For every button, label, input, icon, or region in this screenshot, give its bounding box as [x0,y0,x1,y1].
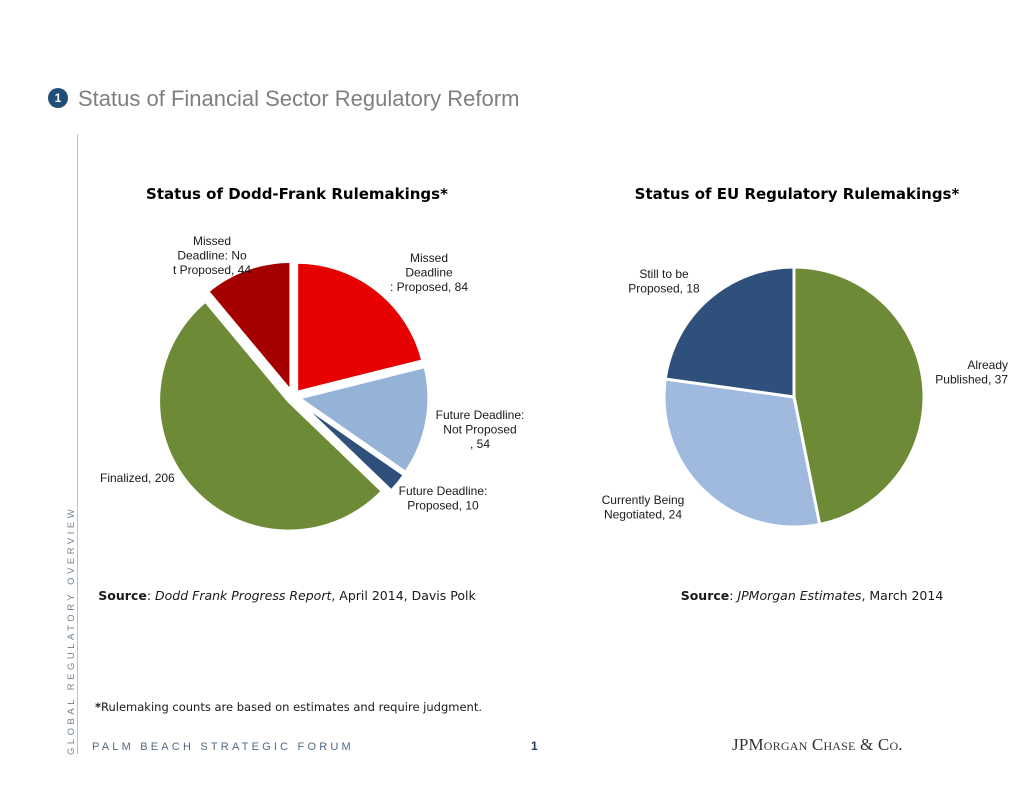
slice-label-line: Future Deadline: [399,484,488,498]
slice-label-line: Future Deadline: [436,408,525,422]
vertical-divider [77,134,78,754]
section-number-badge: 1 [48,88,68,108]
slice-label-line: Proposed, 18 [628,282,700,296]
slice-label-line: : Proposed, 84 [390,280,468,294]
slice-label-line: Proposed, 10 [407,499,479,513]
jpmorgan-logo: JPMorgan Chase & Co. [732,735,903,754]
page-title: Status of Financial Sector Regulatory Re… [78,86,520,111]
footer-forum-name: PALM BEACH STRATEGIC FORUM [92,741,354,753]
footnote: *Rulemaking counts are based on estimate… [95,700,482,714]
footnote-text: Rulemaking counts are based on estimates… [101,700,482,714]
chart-title-dodd-frank: Status of Dodd-Frank Rulemakings* [146,185,448,203]
source-eu: Source: JPMorgan Estimates, March 2014 [680,588,944,603]
slice-label: Missed Deadline: Proposed, 84 [390,251,468,294]
slice-label: Future Deadline: Not Proposed, 54 [436,408,525,451]
source-detail: , March 2014 [861,588,944,603]
pie-slice [663,265,796,399]
slice-label-line: t Proposed, 44 [173,263,251,277]
slice-label-line: Missed [193,234,231,248]
slice-label-line: Not Proposed [443,423,516,437]
slice-label-line: Already [967,358,1008,372]
pie-slice [295,260,425,394]
page-number: 1 [531,739,538,753]
slice-label-line: Currently Being [602,493,685,507]
pie-slice [296,399,406,493]
pie-slice [792,265,926,526]
slice-label-line: , 54 [470,437,490,451]
pie-slice [206,259,293,393]
footnote-star: * [95,700,102,714]
source-label: Source [98,588,147,603]
chart-title-eu: Status of EU Regulatory Rulemakings* [634,185,960,203]
slice-label: Still to be Proposed, 18 [628,267,700,296]
slice-label-line: Finalized, 206 [100,471,175,485]
slice-label: Missed Deadline: No t Proposed, 44 [173,234,251,277]
pie-slice [157,299,384,533]
slice-label-line: Deadline [405,266,453,280]
source-title: JPMorgan Estimates [737,588,862,603]
slice-label: Finalized, 206 [100,471,175,485]
slice-label: Currently Being Negotiated, 24 [602,493,685,522]
slice-label-line: Deadline: No [177,249,247,263]
slice-label-line: Still to be [639,267,689,281]
pie-chart-eu: Already Published, 37 Currently Being Negot… [602,265,1008,529]
slice-label: Already Published, 37 [935,358,1008,387]
pie-slice [297,365,431,474]
source-dodd-frank: Source: Dodd Frank Progress Report, Apri… [98,588,476,603]
pie-slice [662,377,822,529]
source-label: Source [680,588,730,603]
source-title: Dodd Frank Progress Report [155,588,332,603]
slice-label: Future Deadline: Proposed, 10 [399,484,488,513]
slice-label-line: Missed [410,251,448,265]
source-detail: , April 2014, Davis Polk [331,588,476,603]
slice-label-line: Negotiated, 24 [604,508,682,522]
slice-label-line: Published, 37 [935,373,1008,387]
